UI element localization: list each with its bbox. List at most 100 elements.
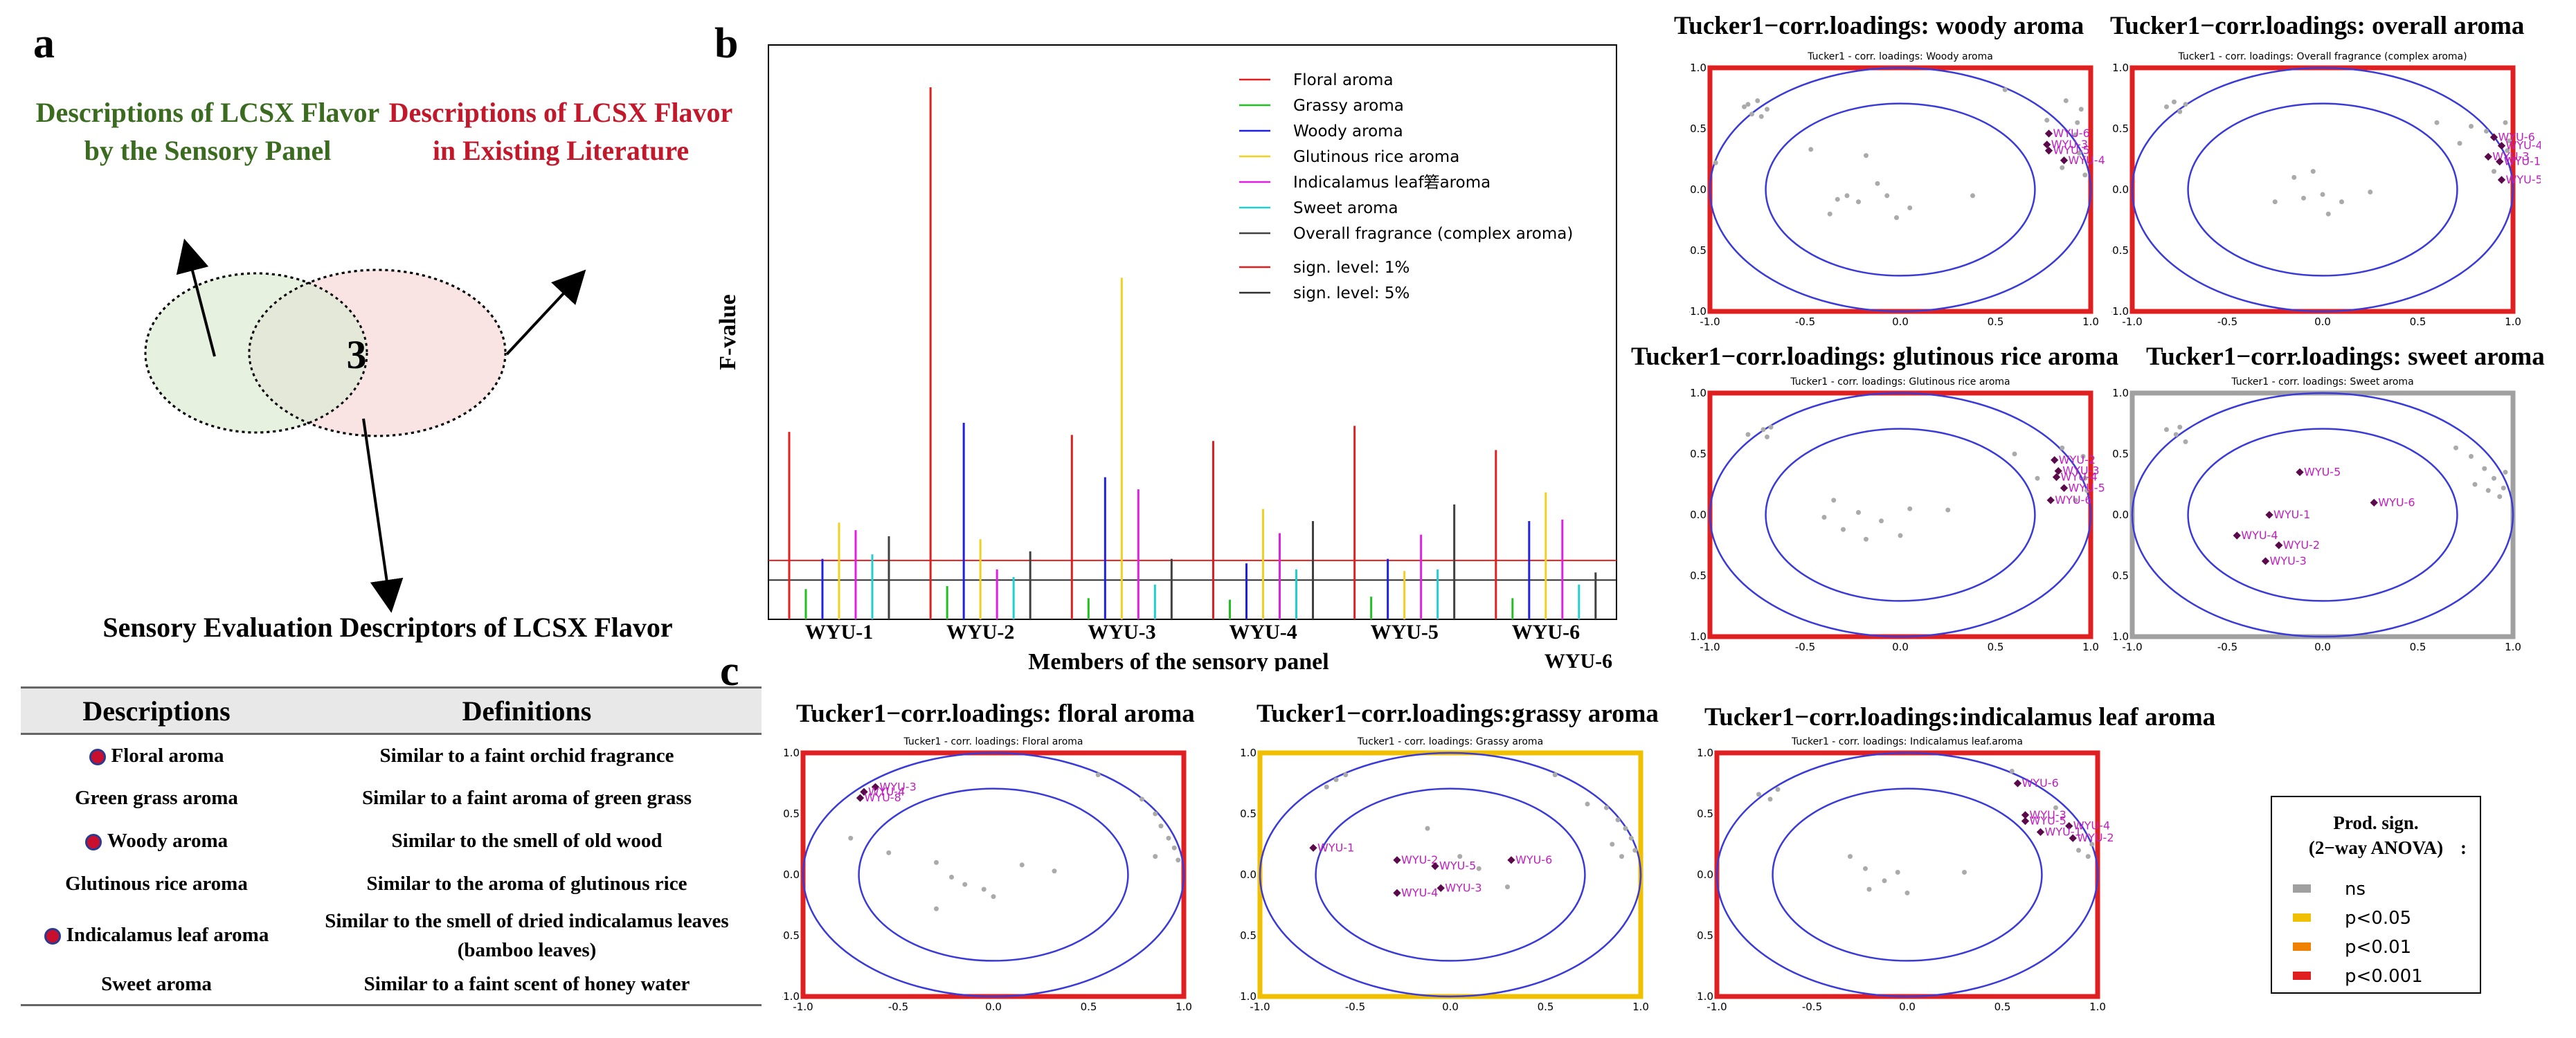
inner-circle: [858, 787, 1129, 962]
assessor-label: WYU-4: [2069, 154, 2105, 167]
table-row: Sweet aroma Similar to a faint scent of …: [21, 965, 762, 1006]
legend-label: sign. level: 1%: [1293, 259, 1409, 277]
assessor-point: [2052, 473, 2061, 482]
significance-dot-icon: [44, 928, 61, 945]
ns-point: [2082, 475, 2088, 481]
row-description: Indicalamus leaf aroma: [66, 924, 269, 946]
assessor-label: WYU-4: [2073, 819, 2110, 832]
legend-label: Indicalamus leaf箬aroma: [1293, 174, 1490, 192]
venn-diagram: 3: [144, 238, 586, 613]
table-row: Green grass aroma Similar to a faint aro…: [21, 777, 762, 820]
ns-point: [2482, 466, 2487, 471]
x-tick-label: 0.5: [2410, 641, 2426, 653]
ns-point: [1821, 515, 1827, 520]
plot-title-grassy: Tucker1−corr.loadings:grassy aroma: [1257, 700, 1659, 728]
venn-left-title: Descriptions of LCSX Flavor by the Senso…: [35, 97, 380, 166]
assessor-label: WYU-3: [2030, 808, 2066, 821]
significance-dot-icon: [89, 749, 106, 766]
ns-point: [1827, 211, 1832, 217]
y-tick-label: 0.5: [1690, 448, 1706, 460]
row-definition: Similar to a faint orchid fragrance: [379, 744, 674, 767]
x-tick-label: 0.5: [1081, 1001, 1097, 1013]
ns-point: [1166, 835, 1171, 841]
plot-subtitle: Tucker1 - corr. loadings: Indicalamus le…: [1791, 736, 2023, 747]
outer-circle: [802, 752, 1185, 998]
assessor-point: [2497, 176, 2506, 184]
assessor-point: [2036, 828, 2045, 837]
descriptors-heading: Sensory Evaluation Descriptors of LCSX F…: [102, 612, 673, 643]
ns-point: [1970, 193, 1975, 199]
ns-point: [2173, 432, 2179, 437]
ns-point: [1153, 811, 1158, 817]
panel-label-a: a: [33, 20, 55, 67]
inner-circle: [1772, 787, 2043, 962]
row-description: Glutinous rice aroma: [65, 873, 248, 895]
assessor-label: WYU-1: [2045, 825, 2082, 838]
ns-point: [1904, 890, 1910, 895]
x-tick-label: -1.0: [1700, 641, 1720, 653]
plot-title-indicalamus: Tucker1−corr.loadings:indicalamus leaf a…: [1704, 703, 2216, 731]
x-tick-label: -1.0: [1706, 1001, 1727, 1013]
legend-title-line1: Prod. sign.: [2333, 812, 2419, 833]
x-tick-label: -0.5: [888, 1001, 908, 1013]
y-tick-label: 0.0: [2112, 509, 2129, 521]
plot-frame: [768, 44, 1617, 620]
legend-label: Floral aroma: [1293, 71, 1394, 89]
ns-point: [1343, 772, 1349, 778]
ns-point: [1153, 854, 1158, 859]
y-axis-label: F-value: [715, 294, 741, 370]
ns-point: [2272, 199, 2278, 205]
ns-point: [2501, 485, 2506, 491]
assessor-point: [2497, 141, 2506, 150]
ns-point: [2164, 104, 2169, 109]
ns-point: [1623, 826, 1628, 831]
x-tick-label: 0.5: [1988, 316, 2004, 328]
x-tick-label: -1.0: [793, 1001, 813, 1013]
assessor-label: WYU-3: [2051, 138, 2088, 151]
x-tick-label: 0.5: [1994, 1001, 2011, 1013]
assessor-point: [2065, 821, 2073, 830]
venn-overlap-count: 3: [347, 332, 367, 377]
row-definition: Similar to the smell of dried indicalamu…: [325, 909, 729, 961]
plot-title-woody: Tucker1−corr.loadings: woody aroma: [1674, 12, 2084, 40]
y-tick-label: -1.0: [2111, 630, 2129, 643]
assessor-label: WYU-5: [2069, 481, 2105, 494]
row-description: Floral aroma: [111, 744, 224, 767]
y-tick-label: -1.0: [1689, 305, 1706, 318]
assessor-label: WYU-5: [2506, 173, 2541, 186]
row-description: Sweet aroma: [21, 965, 292, 1006]
ns-point: [1140, 796, 1144, 802]
assessor-label: WYU-4: [2241, 529, 2278, 542]
assessor-point: [2021, 811, 2030, 819]
ns-point: [2084, 488, 2089, 493]
ns-point: [1749, 111, 1754, 117]
ns-point: [949, 875, 954, 880]
definitions-table: Descriptions Definitions Floral aroma Si…: [21, 686, 762, 1006]
assessor-point: [2044, 147, 2053, 155]
ns-point: [2484, 129, 2489, 134]
ns-point: [2503, 120, 2508, 125]
plot-title-floral: Tucker1−corr.loadings: floral aroma: [796, 700, 1195, 728]
ns-point: [1765, 107, 1769, 112]
ns-point: [2078, 107, 2084, 112]
ns-point: [1962, 869, 1967, 875]
x-tick-label: -0.5: [2217, 316, 2237, 328]
ns-point: [1856, 509, 1861, 515]
ns-point: [2492, 475, 2496, 481]
ns-point: [1457, 854, 1463, 859]
ns-point: [1552, 772, 1558, 778]
ns-point: [1875, 181, 1880, 186]
ns-point: [1863, 866, 1868, 871]
y-tick-label: 1.0: [1690, 62, 1706, 74]
assessor-point: [1431, 862, 1439, 871]
scatter-grassy: Tucker1 - corr. loadings: Grassy aroma -1…: [1239, 736, 1649, 1013]
ns-point: [1775, 787, 1781, 792]
x-tick-label: -1.0: [2122, 316, 2142, 328]
legend-title-line2: (2−way ANOVA): [2308, 837, 2444, 858]
y-tick-label: -0.5: [2111, 244, 2129, 257]
ns-point: [2080, 454, 2086, 459]
ns-point: [962, 882, 968, 887]
x-tick-label: 0.0: [1892, 641, 1909, 653]
outer-circle: [1709, 392, 2092, 638]
legend-label: Glutinous rice aroma: [1293, 148, 1459, 166]
